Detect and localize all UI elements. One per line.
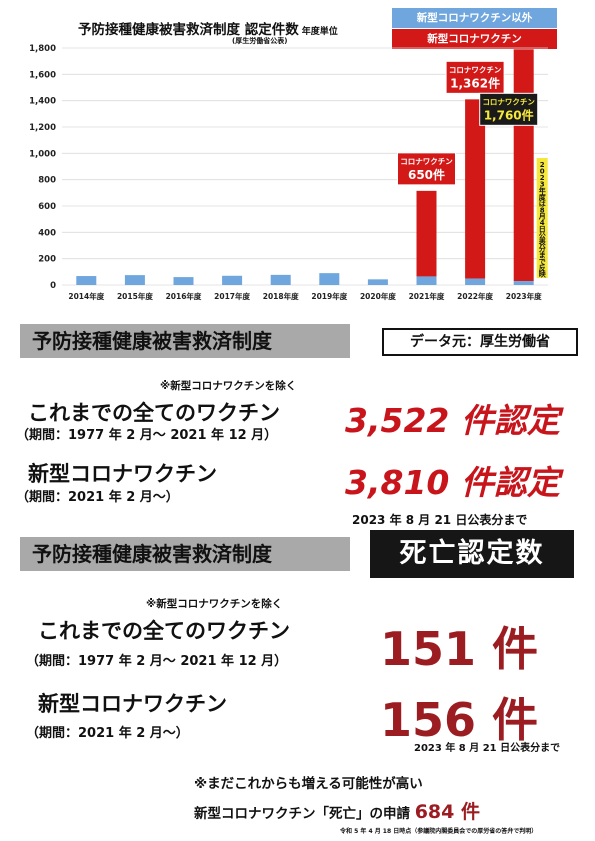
chart-unit: 年度単位: [301, 27, 338, 37]
bar-covid-vaccine: [465, 99, 486, 279]
side-note-char: 0: [540, 168, 545, 176]
side-note-char: 表: [538, 237, 547, 246]
side-note-char: 度: [539, 192, 547, 201]
section1-header: 予防接種健康被害救済制度: [20, 324, 350, 358]
footer-application-label: 新型コロナワクチン「死亡」の申請: [194, 806, 410, 822]
bar-other-vaccine: [222, 275, 243, 285]
x-tick-label: 2023年度: [506, 291, 542, 301]
side-note-char: 4: [540, 219, 545, 227]
section2-header: 予防接種健康被害救済制度: [20, 537, 350, 571]
y-tick-label: 1,600: [29, 70, 56, 80]
y-tick-label: 1,800: [29, 44, 56, 54]
section2-covid-label: 新型コロナワクチン: [38, 692, 227, 716]
x-tick-label: 2019年度: [311, 291, 347, 301]
footer-application-line: 新型コロナワクチン「死亡」の申請 684 件: [194, 797, 480, 824]
y-tick-label: 600: [38, 202, 56, 212]
section2-covid-count: 156 件: [380, 693, 539, 747]
legend-other-vaccine: 新型コロナワクチン以外: [392, 8, 557, 28]
x-tick-label: 2015年度: [117, 291, 153, 301]
y-tick-label: 0: [50, 281, 56, 291]
callout-label: コロナワクチン: [400, 156, 453, 166]
callout-value: 1,760件: [484, 107, 534, 122]
side-note-char: 2: [540, 161, 545, 169]
x-tick-label: 2021年度: [409, 291, 445, 301]
callout-box: [397, 152, 456, 186]
bar-other-vaccine: [513, 281, 534, 285]
section2-note: ※新型コロナワクチンを除く: [146, 598, 283, 610]
section1-covid-count: 3,810 件認定: [345, 463, 560, 502]
chart-subtitle: (厚生労働省公表): [232, 37, 288, 45]
side-note-char: 分: [539, 244, 546, 253]
side-note-char: 映: [539, 270, 547, 279]
side-note-char: 8: [540, 206, 545, 214]
side-note-char: ま: [539, 250, 546, 259]
bar-other-vaccine: [124, 275, 145, 285]
x-tick-label: 2022年度: [457, 291, 493, 301]
side-note-char: 月: [538, 213, 546, 221]
section2-all-vaccines-count: 151 件: [380, 622, 539, 676]
legend-covid-vaccine: 新型コロナワクチン: [392, 29, 557, 49]
bar-other-vaccine: [465, 278, 486, 285]
callout-box: [479, 92, 539, 126]
section1-published: 2023 年 8 月 21 日公表分まで: [352, 513, 528, 527]
bar-chart: 02004006008001,0001,2001,4001,6001,80020…: [29, 44, 548, 301]
bar-other-vaccine: [270, 274, 291, 285]
side-note-char: 日: [539, 226, 546, 234]
y-tick-label: 1,000: [29, 149, 56, 159]
callout-label: コロナワクチン: [449, 64, 502, 74]
footer-warning: ※まだこれからも増える可能性が高い: [194, 776, 423, 792]
side-note-char: 反: [539, 263, 546, 272]
section1-all-vaccines-period: （期間：1977 年 2 月～ 2021 年 12 月）: [16, 428, 278, 443]
callout-value: 1,362件: [450, 75, 500, 90]
side-note-char: は: [539, 200, 546, 208]
bar-other-vaccine: [416, 276, 437, 285]
bar-other-vaccine: [319, 273, 340, 285]
y-tick-label: 400: [38, 228, 56, 238]
chart-title: 予防接種健康被害救済制度 認定件数 年度単位: [78, 18, 338, 38]
side-note-char: 2: [540, 174, 545, 182]
bar-covid-vaccine: [416, 190, 437, 277]
bar-other-vaccine: [76, 276, 97, 285]
death-count-badge: 死亡認定数: [370, 530, 574, 578]
footnote: 令和 5 年 4 月 18 日時点（参議院内閣委員会での厚労省の答弁で判明）: [340, 828, 538, 835]
callout-box: [445, 60, 505, 94]
bar-other-vaccine: [367, 279, 388, 285]
x-tick-label: 2016年度: [166, 291, 202, 301]
x-tick-label: 2018年度: [263, 291, 299, 301]
section1-all-vaccines-count: 3,522 件認定: [345, 401, 560, 440]
section2-published: 2023 年 8 月 21 日公表分まで: [414, 743, 561, 754]
side-note-char: で: [539, 258, 546, 266]
y-tick-label: 800: [38, 176, 56, 186]
section2-covid-period: （期間：2021 年 2 月～）: [26, 726, 189, 741]
side-note-char: 年: [539, 186, 546, 195]
section1-covid-label: 新型コロナワクチン: [28, 462, 217, 486]
x-tick-label: 2014年度: [68, 291, 104, 301]
side-note-char: 3: [540, 180, 545, 188]
chart-title-text: 予防接種健康被害救済制度 認定件数: [78, 22, 299, 38]
section2-all-vaccines-label: これまでの全てのワクチン: [38, 619, 290, 643]
section2-all-vaccines-period: （期間：1977 年 2 月～ 2021 年 12 月）: [26, 654, 288, 669]
x-tick-label: 2017年度: [214, 291, 250, 301]
section1-all-vaccines-label: これまでの全てのワクチン: [28, 401, 280, 425]
y-tick-label: 1,200: [29, 123, 56, 133]
callout-label: コロナワクチン: [482, 96, 535, 106]
bar-other-vaccine: [173, 277, 194, 285]
y-tick-label: 200: [38, 255, 56, 265]
y-tick-label: 1,400: [29, 97, 56, 107]
callout-value: 650件: [408, 167, 445, 182]
side-note-box: [536, 158, 548, 278]
x-tick-label: 2020年度: [360, 291, 396, 301]
data-source: データ元：厚生労働省: [382, 328, 578, 356]
section1-covid-period: （期間：2021 年 2 月～）: [16, 490, 179, 505]
footer-application-count: 684 件: [414, 801, 480, 823]
section1-note: ※新型コロナワクチンを除く: [160, 380, 297, 392]
bar-covid-vaccine: [513, 49, 534, 282]
side-note-char: 公: [539, 232, 546, 240]
